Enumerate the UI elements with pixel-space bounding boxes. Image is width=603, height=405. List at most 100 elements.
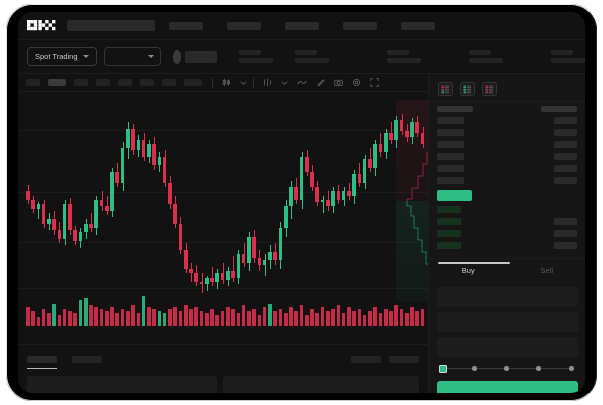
timeframe-2[interactable]: [48, 79, 66, 86]
volume-bar: [68, 311, 72, 326]
order-side-tabs: Buy Sell: [429, 266, 585, 282]
main-nav: [169, 21, 459, 30]
candle: [320, 92, 326, 308]
volume-bar: [373, 307, 378, 326]
candle: [173, 92, 178, 308]
candle-wick: [212, 266, 214, 287]
fullscreen-icon[interactable]: [370, 78, 379, 87]
slider-handle[interactable]: [439, 365, 447, 373]
price-chart[interactable]: [18, 92, 428, 344]
candle-body: [173, 204, 178, 224]
orderbook-ask-row[interactable]: [437, 177, 464, 184]
orderbook-ask-row[interactable]: [437, 153, 464, 160]
candle-body: [78, 232, 83, 242]
volume-bar: [299, 305, 304, 326]
submit-buy-button[interactable]: [437, 381, 578, 393]
volume-bar: [73, 312, 78, 326]
orderbook-mode-asks-icon[interactable]: [482, 82, 497, 96]
nav-item-2[interactable]: [227, 21, 261, 30]
orderbook-ask-row[interactable]: [437, 117, 464, 124]
slider-stop-50[interactable]: [504, 366, 509, 371]
volume-bar: [378, 312, 383, 326]
timeframe-1[interactable]: [26, 79, 40, 86]
tab-buy[interactable]: Buy: [461, 266, 475, 275]
candle: [189, 92, 194, 308]
orderbook-ask-row[interactable]: [437, 141, 464, 148]
amount-percent-slider[interactable]: [439, 364, 577, 373]
ticker-stat-1: [239, 50, 274, 63]
timeframe-6[interactable]: [140, 79, 154, 86]
bottom-tab-open-orders[interactable]: [27, 356, 57, 363]
candle: [247, 92, 252, 308]
volume-bar: [415, 311, 420, 326]
nav-item-5[interactable]: [401, 21, 435, 30]
candlestick-type-icon[interactable]: [222, 78, 231, 87]
candle-body: [262, 260, 267, 265]
orderbook-bid-row[interactable]: [437, 230, 461, 237]
orderbook-ask-row[interactable]: [437, 165, 464, 172]
candle: [352, 92, 357, 308]
candle-body: [310, 171, 314, 188]
price-field[interactable]: [437, 287, 578, 307]
candle-body: [36, 204, 41, 209]
candle: [204, 92, 210, 308]
orderbook-bid-row[interactable]: [437, 218, 461, 225]
ticker-bar: Spot Trading: [18, 40, 585, 74]
candle: [420, 92, 426, 308]
candle-wick: [233, 256, 235, 283]
volume-bar: [320, 307, 325, 326]
candle: [131, 92, 136, 308]
nav-item-4[interactable]: [343, 21, 377, 30]
chart-type-chevron-icon[interactable]: [240, 79, 247, 86]
okx-logo[interactable]: OKX: [27, 20, 57, 31]
timeframe-5[interactable]: [118, 79, 132, 86]
bottom-tab-order-history[interactable]: [72, 356, 102, 363]
orderbook-mode-bids-icon[interactable]: [460, 82, 475, 96]
market-type-selector[interactable]: Spot Trading: [27, 47, 97, 66]
orderbook-ask-row[interactable]: [437, 129, 464, 136]
settings-gear-icon[interactable]: [352, 78, 361, 87]
timeframe-3[interactable]: [74, 79, 88, 86]
candle-body: [147, 143, 151, 157]
orderbook-bid-row[interactable]: [437, 242, 461, 249]
tab-sell[interactable]: Sell: [540, 266, 553, 275]
global-search-input[interactable]: [67, 20, 155, 31]
trading-pair-selector[interactable]: [103, 47, 161, 66]
camera-snapshot-icon[interactable]: [334, 78, 343, 87]
candle: [73, 92, 78, 308]
indicators-icon[interactable]: [263, 78, 272, 87]
timeframe-7[interactable]: [162, 79, 176, 86]
bottom-card-left[interactable]: [27, 376, 217, 393]
nav-item-3[interactable]: [285, 21, 319, 30]
line-tool-icon[interactable]: [297, 78, 307, 87]
candle-body: [120, 148, 125, 183]
timeframe-8[interactable]: [184, 79, 202, 86]
draw-pencil-icon[interactable]: [316, 78, 325, 87]
orderbook-view-modes: [438, 82, 497, 96]
slider-stop-100[interactable]: [569, 366, 574, 371]
total-field[interactable]: [437, 337, 578, 357]
candle-body: [73, 230, 78, 242]
candle-body: [410, 122, 414, 138]
indicators-chevron-icon[interactable]: [281, 79, 288, 86]
toolbar-divider: [212, 77, 213, 88]
candle: [410, 92, 415, 308]
market-type-label: Spot Trading: [35, 52, 78, 61]
timeframe-4[interactable]: [96, 79, 110, 86]
nav-item-1[interactable]: [169, 21, 203, 30]
bottom-card-right[interactable]: [223, 376, 419, 393]
volume-bar: [310, 309, 314, 326]
orderbook-ask-size: [554, 141, 577, 148]
candle-body: [283, 206, 288, 229]
candle-body: [162, 156, 167, 183]
volume-bar: [78, 299, 83, 326]
bottom-action-2[interactable]: [389, 356, 419, 363]
slider-stop-25[interactable]: [472, 366, 477, 371]
candle: [241, 92, 247, 308]
candle-body: [194, 273, 199, 283]
orderbook-mode-both-icon[interactable]: [438, 82, 453, 96]
bottom-action-1[interactable]: [351, 356, 381, 363]
orderbook-bid-row[interactable]: [437, 206, 461, 213]
slider-stop-75[interactable]: [536, 366, 541, 371]
amount-field[interactable]: [437, 312, 578, 332]
